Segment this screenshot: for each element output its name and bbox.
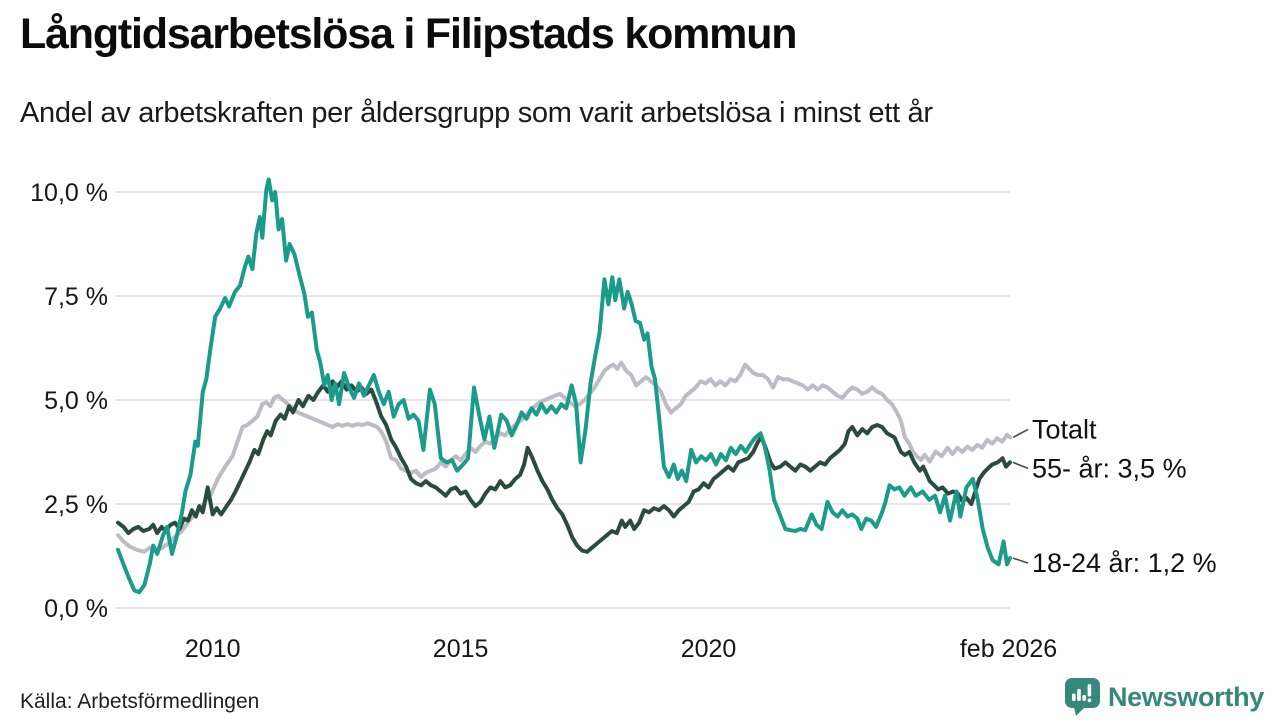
page-title: Långtidsarbetslösa i Filipstads kommun <box>20 10 798 58</box>
x-tick-label: 2020 <box>681 635 737 663</box>
y-tick-label: 0,0 % <box>44 595 108 623</box>
series-end-label: 18-24 år: 1,2 % <box>1032 548 1217 578</box>
y-tick-label: 10,0 % <box>30 179 108 207</box>
series-line-55-r <box>116 379 1012 554</box>
source-note: Källa: Arbetsförmedlingen <box>20 690 260 713</box>
label-connector <box>1012 461 1029 470</box>
label-connector <box>1012 428 1029 439</box>
x-tick-label: 2015 <box>433 635 489 663</box>
newsworthy-icon <box>1064 678 1100 716</box>
y-tick-label: 7,5 % <box>44 283 108 311</box>
series-end-label: Totalt <box>1032 414 1097 444</box>
series-end-label: 55- år: 3,5 % <box>1032 453 1187 483</box>
y-tick-label: 2,5 % <box>44 491 108 519</box>
x-tick-label: 2010 <box>185 635 241 663</box>
series-line-18-24-r <box>116 177 1012 595</box>
x-tick-label: feb 2026 <box>960 635 1057 663</box>
brand-logo: Newsworthy <box>1064 677 1264 717</box>
brand-name: Newsworthy <box>1107 681 1264 712</box>
page-subtitle: Andel av arbetskraften per åldersgrupp s… <box>20 97 933 129</box>
y-tick-label: 5,0 % <box>44 387 108 415</box>
label-connector <box>1012 557 1029 564</box>
